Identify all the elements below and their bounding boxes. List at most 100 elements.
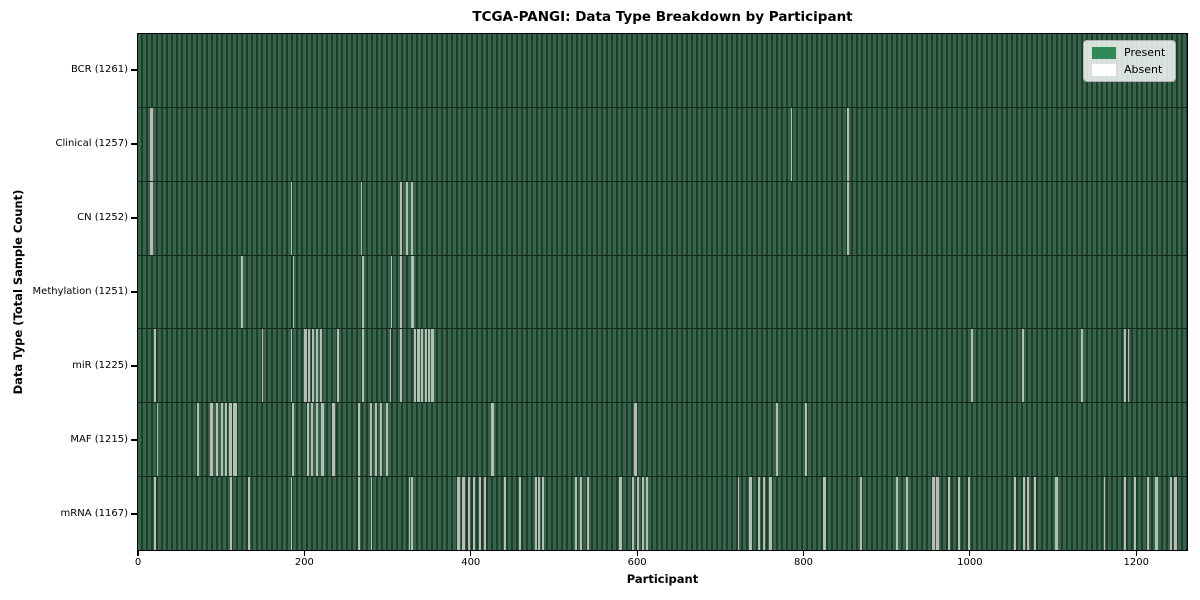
absent-gap <box>1174 477 1176 551</box>
absent-gap <box>468 477 470 551</box>
x-tick-label-600: 600 <box>627 557 647 568</box>
absent-gap <box>400 181 403 255</box>
absent-gap <box>473 477 476 551</box>
absent-gap <box>316 329 319 403</box>
absent-gap <box>414 329 417 403</box>
absent-gap <box>1023 477 1026 551</box>
absent-gap <box>936 477 938 551</box>
absent-gap <box>479 477 482 551</box>
absent-gap <box>1133 477 1136 551</box>
absent-gap <box>790 107 793 181</box>
absent-gap <box>619 477 621 551</box>
absent-gap <box>154 477 156 551</box>
absent-gap <box>1033 477 1036 551</box>
absent-gap <box>225 403 228 477</box>
absent-gap <box>1027 477 1029 551</box>
absent-gap <box>151 107 153 181</box>
absent-gap <box>1022 477 1025 551</box>
absent-gap <box>542 477 545 551</box>
absent-gap <box>374 403 377 477</box>
absent-gap <box>332 403 334 477</box>
absent-gap <box>484 477 487 551</box>
absent-gap <box>535 477 537 551</box>
absent-gap <box>519 477 522 551</box>
absent-gap <box>636 477 639 551</box>
absent-gap <box>958 477 960 551</box>
plot-area <box>137 33 1188 551</box>
y-tick-label-clinical: Clinical (1257) <box>55 138 129 149</box>
absent-gap <box>399 255 402 329</box>
absent-gap <box>1170 477 1173 551</box>
absent-gap <box>504 477 507 551</box>
absent-gap <box>580 477 582 551</box>
absent-gap <box>478 477 481 551</box>
y-tick-mark <box>131 69 137 71</box>
absent-gap <box>518 477 521 551</box>
absent-gap <box>418 329 420 403</box>
absent-gap <box>411 181 413 255</box>
absent-gap <box>431 329 433 403</box>
absent-gap <box>389 329 392 403</box>
absent-gap <box>492 403 494 477</box>
absent-gap <box>906 477 908 551</box>
absent-gap <box>503 477 506 551</box>
absent-gap <box>411 477 413 551</box>
absent-gap <box>400 329 403 403</box>
absent-gap <box>292 255 295 329</box>
absent-gap <box>210 403 212 477</box>
x-tick-label-400: 400 <box>461 557 481 568</box>
absent-gap <box>1155 477 1157 551</box>
absent-gap <box>400 255 403 329</box>
absent-gap <box>933 477 935 551</box>
absent-gap <box>458 477 460 551</box>
absent-gap <box>860 477 863 551</box>
absent-gap <box>646 477 649 551</box>
absent-gap <box>823 477 825 551</box>
absent-gap <box>750 477 752 551</box>
legend-label-absent: Absent <box>1124 63 1163 76</box>
absent-gap <box>776 403 779 477</box>
x-tick-label-1200: 1200 <box>1123 557 1149 568</box>
absent-gap <box>308 329 310 403</box>
absent-gap <box>333 403 335 477</box>
y-tick-label-cn: CN (1252) <box>77 212 128 223</box>
x-tick-mark <box>137 551 139 556</box>
absent-gap <box>412 255 414 329</box>
absent-gap <box>411 255 413 329</box>
y-tick-mark <box>131 143 137 145</box>
absent-gap <box>380 403 383 477</box>
absent-gap <box>574 477 577 551</box>
absent-gap <box>948 477 951 551</box>
legend-entry-present: Present <box>1092 46 1165 59</box>
absent-gap <box>240 255 243 329</box>
absent-gap <box>362 329 364 403</box>
absent-gap <box>971 329 973 403</box>
absent-gap <box>1124 329 1126 403</box>
absent-gap <box>463 477 465 551</box>
absent-gap <box>154 329 156 403</box>
absent-gap <box>1175 477 1177 551</box>
absent-gap <box>1123 477 1126 551</box>
absent-gap <box>457 477 459 551</box>
y-tick-label-mir: miR (1225) <box>72 360 128 371</box>
absent-gap <box>315 403 318 477</box>
absent-gap <box>896 477 898 551</box>
absent-gap <box>361 255 364 329</box>
absent-gap <box>379 403 382 477</box>
absent-gap <box>375 403 378 477</box>
absent-gap <box>311 329 314 403</box>
absent-gap <box>215 403 218 477</box>
absent-gap <box>1013 477 1016 551</box>
absent-gap <box>737 477 740 551</box>
y-tick-label-mrna: mRNA (1167) <box>60 508 128 519</box>
absent-gap <box>805 403 808 477</box>
present-swatch-icon <box>1092 46 1116 59</box>
absent-gap <box>587 477 590 551</box>
heatmap-row-mir <box>138 329 1187 404</box>
x-tick-label-800: 800 <box>793 557 814 568</box>
absent-gap <box>468 477 471 551</box>
x-tick-label-1000: 1000 <box>957 557 983 568</box>
absent-gap <box>968 477 971 551</box>
absent-gap <box>757 477 760 551</box>
absent-gap <box>406 181 408 255</box>
